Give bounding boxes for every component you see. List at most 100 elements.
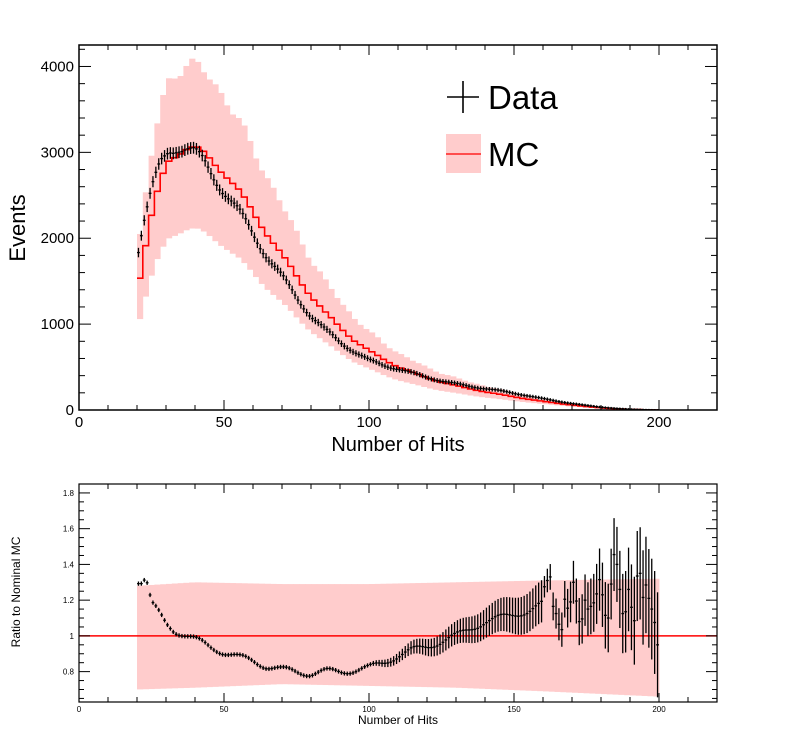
ratio-point: [267, 666, 271, 672]
data-point: [261, 248, 265, 259]
ratio-point: [601, 562, 604, 627]
data-point: [412, 369, 416, 376]
ratio-point: [325, 666, 329, 671]
ratio-point: [482, 610, 485, 640]
ratio-y-tick-label: 1.2: [63, 596, 75, 605]
ratio-point: [311, 673, 314, 678]
mc-band-bin: [287, 220, 294, 311]
mc-band-bin: [189, 58, 196, 229]
x-tick-label: 0: [75, 414, 83, 431]
ratio-band-bin: [276, 584, 283, 685]
ratio-band-bin: [212, 582, 219, 687]
data-point: [377, 360, 381, 367]
data-point: [392, 366, 396, 372]
data-point: [522, 393, 526, 398]
ratio-band-bin: [427, 582, 434, 688]
ratio-point: [438, 634, 442, 655]
ratio-point: [473, 615, 477, 644]
ratio-band-bin: [218, 582, 225, 687]
data-point: [244, 213, 248, 224]
ratio-point: [163, 618, 166, 623]
ratio-point: [505, 597, 509, 632]
y-tick-label: 2000: [41, 230, 74, 247]
data-point: [279, 267, 282, 277]
data-point: [528, 394, 532, 399]
ratio-point: [644, 536, 648, 634]
ratio-point: [279, 664, 282, 670]
data-point: [206, 161, 210, 173]
ratio-point: [313, 671, 317, 676]
data-point: [543, 396, 546, 401]
ratio-point: [189, 634, 193, 639]
data-point: [432, 377, 436, 383]
data-point: [502, 388, 506, 394]
ratio-point: [148, 592, 152, 598]
ratio-point: [406, 643, 410, 657]
data-point: [177, 146, 181, 159]
data-point: [537, 395, 541, 400]
ratio-band-bin: [618, 579, 625, 695]
legend-data-label: Data: [488, 79, 558, 116]
ratio-band-bin: [374, 583, 381, 687]
ratio-band-bin: [606, 579, 613, 695]
data-point: [592, 404, 596, 408]
data-point: [322, 323, 326, 331]
ratio-point: [400, 648, 404, 661]
ratio-point: [354, 669, 358, 674]
x-tick-label: 100: [356, 414, 381, 431]
data-point: [203, 155, 207, 167]
data-point: [197, 145, 201, 158]
ratio-point: [287, 665, 291, 671]
ratio-point: [531, 588, 535, 629]
ratio-band-bin: [392, 583, 399, 687]
ratio-x-tick-label: 100: [362, 705, 376, 714]
data-point: [342, 342, 346, 350]
data-point: [583, 403, 587, 407]
ratio-point: [334, 668, 338, 673]
ratio-point: [168, 626, 172, 631]
ratio-point: [229, 652, 233, 657]
data-point: [357, 351, 361, 358]
data-point: [154, 166, 158, 178]
ratio-band-bin: [415, 583, 422, 687]
ratio-point: [258, 664, 262, 669]
ratio-band-bin: [137, 585, 144, 690]
ratio-point: [238, 652, 242, 657]
y-tick-label: 1000: [41, 316, 74, 333]
ratio-point: [305, 673, 309, 679]
ratio-frame: [78, 483, 718, 703]
ratio-point: [589, 578, 593, 635]
ratio-x-axis-title: Number of Hits: [358, 713, 438, 727]
data-point: [572, 402, 575, 406]
data-point: [284, 275, 288, 285]
ratio-band-bin: [641, 578, 648, 696]
data-point: [166, 147, 169, 160]
data-point: [319, 320, 323, 329]
legend-mc-swatch: [446, 134, 481, 173]
data-point: [612, 407, 616, 410]
mc-band-bin: [247, 140, 254, 270]
ratio-band-bin: [357, 584, 364, 686]
ratio-point: [615, 526, 619, 602]
ratio-point: [650, 558, 654, 660]
ratio-point: [235, 652, 239, 657]
ratio-point: [612, 518, 616, 592]
data-point: [273, 261, 277, 271]
ratio-y-tick-label: 1: [70, 632, 75, 641]
ratio-point: [351, 670, 355, 675]
ratio-band-bin: [316, 584, 323, 685]
ratio-point: [453, 621, 456, 645]
ratio-point: [255, 662, 259, 667]
ratio-point: [557, 608, 561, 641]
data-point: [525, 393, 529, 398]
data-point: [577, 402, 581, 406]
y-tick-label: 4000: [41, 58, 74, 75]
ratio-point: [427, 639, 430, 657]
ratio-points: [137, 518, 659, 698]
ratio-band-bin: [322, 584, 329, 686]
data-point: [224, 191, 227, 202]
ratio-point: [392, 656, 396, 666]
ratio-point: [554, 598, 558, 629]
data-point: [345, 345, 349, 352]
data-point: [374, 358, 378, 365]
